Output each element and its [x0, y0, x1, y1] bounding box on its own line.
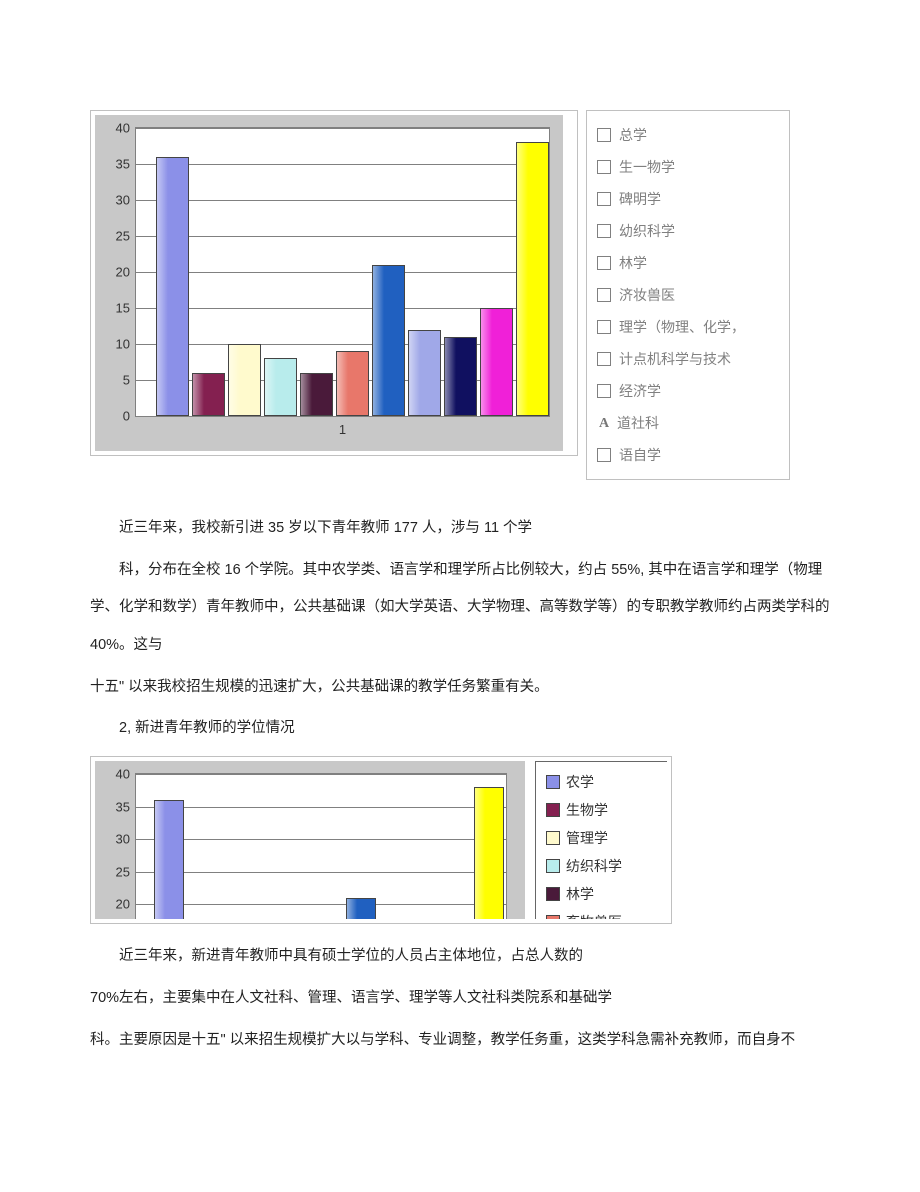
legend-item: 管理学 — [546, 824, 667, 852]
legend-swatch — [597, 288, 611, 302]
chart2-plot: 40 35 30 25 20 — [95, 761, 525, 919]
y-tick-label: 25 — [116, 864, 130, 879]
chart2-container: 40 35 30 25 20 农学生物学管理学纺织科学林学畜牧兽医 — [90, 756, 672, 924]
bar — [516, 142, 549, 416]
legend-item: 林学 — [597, 247, 779, 279]
legend-swatch — [546, 831, 560, 845]
legend-label: 农学 — [566, 772, 594, 792]
legend-item: 理学（物理、化学， — [597, 311, 779, 343]
legend-swatch — [597, 160, 611, 174]
paragraph-3: 十五" 以来我校招生规模的迅速扩大，公共基础课的教学任务繁重有关。 — [90, 669, 830, 707]
legend-item: 纺织科学 — [546, 852, 667, 880]
y-tick-label: 15 — [116, 301, 130, 316]
legend-swatch — [597, 128, 611, 142]
paragraph-6: 70%左右，主要集中在人文社科、管理、语言学、理学等人文社科类院系和基础学 — [90, 980, 830, 1018]
bar — [474, 787, 504, 919]
legend-swatch — [546, 887, 560, 901]
legend-swatch — [597, 384, 611, 398]
paragraph-4: 2, 新进青年教师的学位情况 — [90, 710, 830, 748]
legend-item: 语自学 — [597, 439, 779, 471]
legend-swatch — [597, 224, 611, 238]
bar — [192, 373, 225, 416]
legend-item: 农学 — [546, 768, 667, 796]
legend-swatch — [597, 448, 611, 462]
y-tick-label: 10 — [116, 337, 130, 352]
legend-label: 生一物学 — [619, 157, 675, 177]
bar — [408, 330, 441, 416]
legend-label: 济妆兽医 — [619, 285, 675, 305]
chart1-legend: 总学生一物学碑明学幼织科学林学济妆兽医理学（物理、化学， 计点机科学与技术经济学 A… — [586, 110, 790, 480]
chart2-legend: 农学生物学管理学纺织科学林学畜牧兽医 — [535, 761, 667, 919]
legend-label: 理学（物理、化学， — [619, 317, 745, 337]
legend-label: 管理学 — [566, 828, 608, 848]
y-tick-label: 35 — [116, 157, 130, 172]
y-tick-label: 40 — [116, 121, 130, 136]
bar — [346, 898, 376, 920]
legend-item: 幼织科学 — [597, 215, 779, 247]
body-text: 近三年来，我校新引进 35 岁以下青年教师 177 人，涉与 11 个学 科，分… — [90, 510, 830, 748]
legend-swatch — [546, 859, 560, 873]
legend-swatch — [546, 915, 560, 919]
chart1-plot: 0 5 10 15 20 25 30 35 40 1 — [95, 115, 563, 451]
bar — [154, 800, 184, 919]
y-tick-label: 30 — [116, 832, 130, 847]
bar — [300, 373, 333, 416]
y-tick-label: 35 — [116, 799, 130, 814]
legend-item: 总学 — [597, 119, 779, 151]
legend-label: 计点机科学与技术 — [619, 349, 731, 369]
y-tick-label: 20 — [116, 897, 130, 912]
bar — [372, 265, 405, 416]
legend-item: 生一物学 — [597, 151, 779, 183]
legend-label: 总学 — [619, 125, 647, 145]
legend-item: 畜牧兽医 — [546, 908, 667, 919]
body-text-2: 近三年来，新进青年教师中具有硕士学位的人员占主体地位，占总人数的 70%左右，主… — [90, 938, 830, 1059]
legend-swatch — [597, 352, 611, 366]
y-tick-label: 25 — [116, 229, 130, 244]
legend-swatch — [597, 192, 611, 206]
legend-swatch — [546, 775, 560, 789]
legend-swatch — [597, 320, 611, 334]
bar — [228, 344, 261, 416]
y-tick-label: 30 — [116, 193, 130, 208]
legend-item: 林学 — [546, 880, 667, 908]
bar — [444, 337, 477, 416]
legend-label: 林学 — [566, 884, 594, 904]
chart1-container: 0 5 10 15 20 25 30 35 40 1 — [90, 110, 578, 456]
legend-item: 济妆兽医 — [597, 279, 779, 311]
paragraph-1: 近三年来，我校新引进 35 岁以下青年教师 177 人，涉与 11 个学 — [90, 510, 830, 548]
paragraph-5: 近三年来，新进青年教师中具有硕士学位的人员占主体地位，占总人数的 — [90, 938, 830, 976]
y-tick-label: 5 — [123, 373, 130, 388]
x-tick-label: 1 — [339, 422, 346, 437]
bar — [156, 157, 189, 416]
chart1-block: 0 5 10 15 20 25 30 35 40 1 总学生一物学碑明学幼织科学林学济妆兽医理学（… — [90, 110, 830, 480]
legend-item: 计点机科学与技术 — [597, 343, 779, 375]
legend-label: 经济学 — [619, 381, 661, 401]
legend-item: A道社科 — [597, 407, 779, 439]
y-tick-label: 0 — [123, 409, 130, 424]
paragraph-2: 科，分布在全校 16 个学院。其中农学类、语言学和理学所占比例较大，约占 55%… — [90, 552, 830, 665]
legend-swatch — [597, 256, 611, 270]
bar — [480, 308, 513, 416]
paragraph-7: 科。主要原因是十五" 以来招生规模扩大以与学科、专业调整，教学任务重，这类学科急… — [90, 1022, 830, 1060]
legend-label: 语自学 — [619, 445, 661, 465]
legend-label: 幼织科学 — [619, 221, 675, 241]
legend-label: 纺织科学 — [566, 856, 622, 876]
legend-swatch — [546, 803, 560, 817]
legend-item: 生物学 — [546, 796, 667, 824]
legend-item: 碑明学 — [597, 183, 779, 215]
bar — [264, 358, 297, 416]
legend-label: 碑明学 — [619, 189, 661, 209]
legend-label: 畜牧兽医 — [566, 912, 622, 919]
y-tick-label: 20 — [116, 265, 130, 280]
legend-item: 经济学 — [597, 375, 779, 407]
bar — [336, 351, 369, 416]
legend-label: 道社科 — [617, 413, 659, 433]
legend-label: 生物学 — [566, 800, 608, 820]
legend-label: 林学 — [619, 253, 647, 273]
y-tick-label: 40 — [116, 767, 130, 782]
